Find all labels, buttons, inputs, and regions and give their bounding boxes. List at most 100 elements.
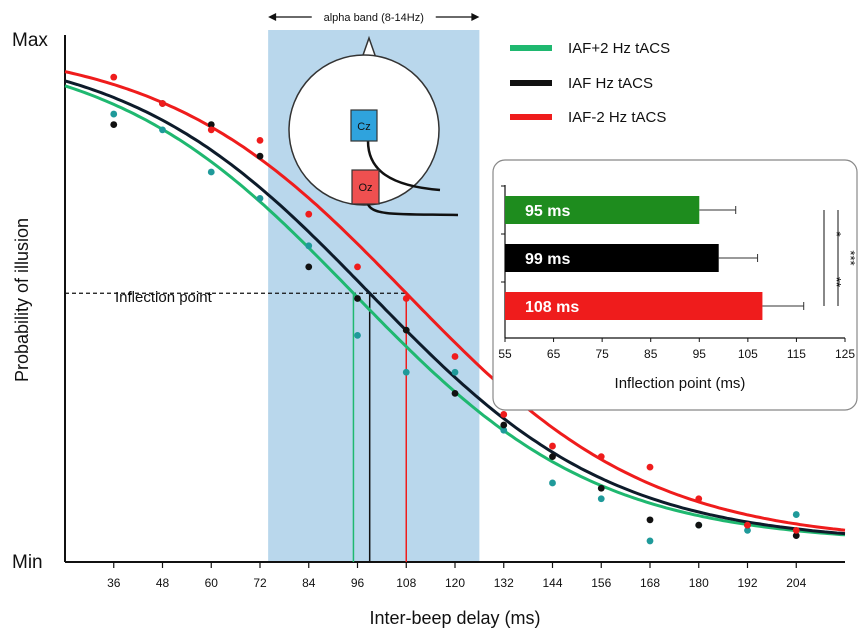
point-base <box>549 453 556 460</box>
band-arrowhead-right <box>471 13 480 21</box>
point-plus2 <box>549 479 556 487</box>
x-tick-label: 180 <box>689 576 709 590</box>
inflection-vertical-lines <box>352 293 407 562</box>
significance-label: *** <box>843 250 858 265</box>
point-minus2 <box>500 411 508 418</box>
head-diagram: Cz Oz <box>288 35 459 217</box>
band-arrowhead-left <box>268 13 277 21</box>
x-tick-label: 108 <box>396 576 416 590</box>
cz-label: Cz <box>357 121 370 133</box>
point-minus2 <box>256 137 264 144</box>
point-minus2 <box>354 263 361 271</box>
point-minus2 <box>744 521 751 529</box>
inset-bars: 95 ms 99 ms 108 ms <box>501 185 805 320</box>
point-minus2 <box>792 526 800 534</box>
y-max-label: Max <box>12 30 48 51</box>
oz-label: Oz <box>358 182 372 194</box>
inset-tick-label: 105 <box>738 347 758 361</box>
point-base <box>207 121 215 128</box>
x-tick-label: 192 <box>737 576 757 590</box>
point-minus2 <box>305 210 313 218</box>
y-axis-title: Probability of illusion <box>12 218 32 382</box>
point-plus2 <box>792 511 800 518</box>
point-base <box>402 326 410 334</box>
inset-tick-label: 85 <box>644 347 658 361</box>
point-minus2 <box>207 126 215 134</box>
point-plus2 <box>744 526 751 534</box>
significance-brackets: ****** <box>823 210 858 306</box>
point-minus2 <box>402 295 410 302</box>
point-base <box>792 532 800 540</box>
point-plus2 <box>597 495 605 503</box>
point-base <box>695 521 703 529</box>
x-tick-label: 72 <box>253 576 267 590</box>
point-minus2 <box>159 100 166 107</box>
x-tick-label: 84 <box>302 576 316 590</box>
oz-wire <box>366 203 459 217</box>
inset-x-ticks: 55 65 75 85 95 105 115 125 <box>498 338 855 361</box>
point-base <box>110 121 118 128</box>
curve-minus2 <box>64 70 846 532</box>
point-base <box>354 295 361 302</box>
x-tick-label: 144 <box>542 576 562 590</box>
x-tick-label: 120 <box>445 576 465 590</box>
inset-bar-label: 95 ms <box>525 203 570 220</box>
x-axis-ticks: 36 48 60 72 84 96 108 120 132 144 156 168 180 192 204 <box>107 562 807 590</box>
point-minus2 <box>451 353 459 360</box>
point-minus2 <box>597 453 605 460</box>
inset-bar <box>505 196 700 224</box>
point-base <box>646 516 654 524</box>
point-base <box>305 263 313 271</box>
oz-electrode <box>351 169 380 205</box>
inset-bar-label: 99 ms <box>525 251 570 268</box>
significance-label: ** <box>829 277 844 287</box>
point-plus2 <box>207 168 215 176</box>
y-min-label: Min <box>12 552 43 573</box>
data-points <box>110 73 800 545</box>
point-plus2 <box>500 426 508 434</box>
point-plus2 <box>110 110 118 118</box>
inset-bar-label: 108 ms <box>525 299 579 316</box>
point-base <box>451 389 459 397</box>
alpha-band-label: alpha band (8-14Hz) <box>324 12 424 24</box>
x-tick-label: 132 <box>494 576 514 590</box>
x-axis-title: Inter-beep delay (ms) <box>369 608 540 628</box>
point-plus2 <box>159 126 166 134</box>
point-plus2 <box>256 194 264 202</box>
point-minus2 <box>110 73 118 81</box>
inflection-point-label: Inflection point <box>115 289 213 306</box>
alpha-band-annotation: alpha band (8-14Hz) <box>268 12 480 24</box>
point-plus2 <box>305 242 313 250</box>
x-tick-label: 96 <box>351 576 365 590</box>
x-tick-label: 156 <box>591 576 611 590</box>
inset-tick-label: 75 <box>595 347 609 361</box>
inset-bar <box>505 292 763 320</box>
inset-tick-label: 115 <box>787 347 806 361</box>
point-minus2 <box>646 463 654 471</box>
point-minus2 <box>549 442 556 450</box>
inset-tick-label: 125 <box>835 347 855 361</box>
legend: IAF+2 Hz tACS IAF Hz tACS IAF-2 Hz tACS <box>510 40 670 126</box>
x-tick-label: 48 <box>156 576 170 590</box>
x-tick-label: 36 <box>107 576 121 590</box>
point-minus2 <box>695 495 703 503</box>
inset-tick-label: 65 <box>547 347 561 361</box>
inset-x-axis-title: Inflection point (ms) <box>615 375 746 392</box>
legend-label-iaf-plus-2: IAF+2 Hz tACS <box>568 40 670 57</box>
point-base <box>256 152 264 160</box>
x-tick-label: 168 <box>640 576 660 590</box>
legend-label-iaf: IAF Hz tACS <box>568 75 653 92</box>
cz-wire <box>366 140 441 192</box>
inset-tick-label: 55 <box>498 347 512 361</box>
point-plus2 <box>646 537 654 545</box>
point-plus2 <box>354 331 361 339</box>
point-base <box>597 484 605 492</box>
curve-base <box>64 79 846 536</box>
inset-bar <box>505 244 719 272</box>
x-tick-label: 60 <box>205 576 219 590</box>
cz-electrode <box>350 109 378 142</box>
significance-label: * <box>829 231 844 236</box>
x-tick-label: 204 <box>786 576 806 590</box>
